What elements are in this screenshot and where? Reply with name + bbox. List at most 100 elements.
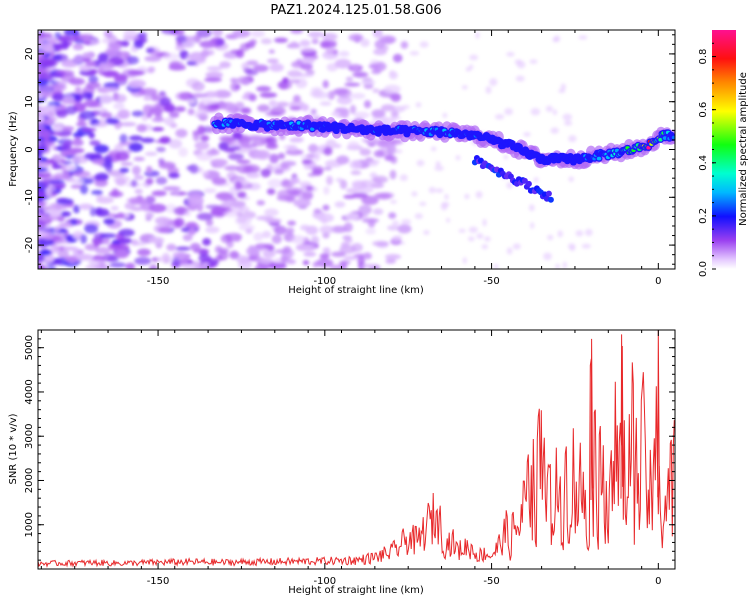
noise-blob — [88, 258, 103, 266]
noise-blob — [42, 181, 50, 188]
noise-blob — [515, 75, 525, 82]
noise-blob — [205, 226, 220, 234]
noise-blob — [85, 61, 97, 67]
noise-blob — [99, 61, 107, 72]
noise-blob — [325, 139, 337, 150]
noise-blob — [213, 89, 232, 99]
noise-blob — [73, 204, 80, 214]
noise-blob — [237, 215, 248, 224]
noise-blob — [303, 251, 317, 257]
noise-blob — [212, 30, 223, 37]
noise-blob — [339, 179, 348, 190]
noise-blob — [168, 172, 180, 179]
noise-blob — [38, 190, 45, 198]
noise-blob — [38, 42, 46, 48]
noise-blob — [274, 37, 288, 43]
noise-blob — [79, 184, 89, 195]
noise-blob — [393, 149, 403, 154]
noise-blob — [290, 177, 298, 185]
noise-blob — [336, 95, 353, 105]
noise-blob — [325, 47, 337, 55]
noise-blob — [419, 201, 427, 206]
noise-blob — [319, 101, 332, 106]
noise-blob — [45, 187, 52, 197]
noise-blob — [301, 103, 310, 112]
noise-blob — [133, 156, 145, 162]
noise-blob — [83, 99, 100, 108]
noise-blob — [562, 261, 567, 269]
noise-blob — [311, 36, 319, 44]
noise-blob — [103, 218, 115, 225]
noise-blob — [343, 222, 353, 233]
noise-blob — [430, 146, 437, 152]
noise-blob — [215, 254, 223, 262]
noise-blob — [61, 40, 70, 50]
noise-blob — [51, 181, 67, 188]
noise-blob — [120, 40, 130, 47]
noise-blob — [234, 181, 243, 191]
noise-blob — [199, 40, 217, 48]
noise-blob — [485, 86, 492, 94]
noise-blob — [200, 135, 210, 142]
noise-blob — [56, 198, 74, 205]
noise-blob — [434, 165, 444, 171]
noise-blob — [124, 202, 136, 210]
x-tick-label: -100 — [313, 576, 336, 587]
noise-blob — [147, 68, 155, 74]
noise-blob — [256, 85, 272, 92]
noise-blob — [186, 221, 198, 228]
noise-blob — [390, 155, 398, 164]
noise-blob — [72, 170, 91, 178]
noise-blob — [392, 220, 400, 226]
noise-blob — [59, 211, 72, 217]
noise-blob — [558, 88, 566, 94]
noise-blob — [128, 142, 143, 152]
noise-blob — [494, 114, 505, 120]
colorbar-tick-label: 0.4 — [698, 155, 709, 171]
noise-blob — [262, 230, 272, 239]
spectrogram-ridge — [209, 112, 675, 203]
noise-blob — [59, 158, 66, 164]
noise-blob — [71, 138, 84, 147]
noise-blob — [175, 106, 186, 112]
noise-blob — [58, 222, 75, 228]
noise-blob — [349, 104, 357, 115]
noise-blob — [344, 82, 361, 87]
noise-blob — [545, 105, 554, 113]
ridge-core — [310, 127, 315, 131]
noise-blob — [38, 78, 50, 87]
noise-blob — [52, 154, 62, 162]
x-tick-label: 0 — [655, 576, 661, 587]
noise-blob — [435, 188, 444, 193]
snr-axes: -150 -100 -50 0 1000 2000 3000 4000 5000 — [24, 329, 676, 587]
noise-blob — [182, 264, 196, 269]
noise-blob — [334, 201, 346, 208]
noise-blob — [331, 251, 346, 258]
noise-blob — [60, 126, 75, 132]
x-tick-label: -50 — [483, 276, 499, 287]
noise-blob — [274, 249, 292, 254]
noise-blob — [268, 99, 278, 107]
noise-blob — [236, 159, 251, 164]
noise-blob — [252, 64, 269, 73]
snr-ylabel: SNR (10 * v/v) — [8, 413, 19, 484]
noise-blob — [117, 237, 133, 244]
noise-blob — [175, 128, 188, 138]
noise-blob — [204, 77, 222, 83]
noise-blob — [205, 219, 214, 227]
noise-blob — [48, 202, 62, 212]
noise-blob — [416, 159, 425, 167]
noise-blob — [530, 222, 535, 229]
noise-blob — [260, 38, 273, 45]
noise-blob — [38, 51, 44, 61]
noise-blob — [62, 160, 73, 166]
noise-blob — [371, 109, 386, 118]
noise-blob — [62, 171, 70, 180]
noise-blob — [362, 252, 372, 260]
noise-blob — [50, 245, 61, 252]
noise-blob — [340, 241, 350, 249]
noise-blob — [475, 191, 483, 199]
noise-blob — [253, 232, 264, 242]
spectrogram-ylabel: Frequency (Hz) — [8, 111, 19, 187]
noise-blob — [240, 78, 251, 86]
